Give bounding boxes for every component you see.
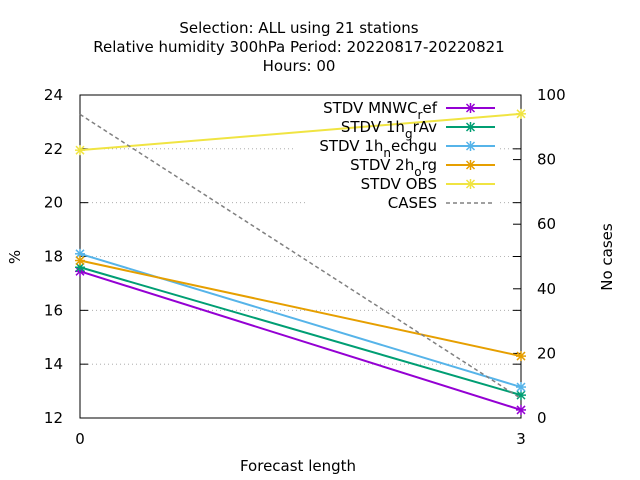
- series-2: [75, 248, 526, 393]
- y2-tick-label: 100: [537, 86, 566, 104]
- data-point: [516, 382, 526, 393]
- series-line: [79, 259, 522, 358]
- y2-axis-ticks: 0 20 40 60 80 100: [513, 86, 566, 427]
- series-4: [75, 108, 526, 156]
- y-tick-label: 18: [44, 248, 63, 266]
- y-axis-ticks: 12 14 16 18 20 22 24: [44, 86, 521, 427]
- series-1: [75, 262, 526, 401]
- legend-label: STDV 1hnechgu: [319, 137, 437, 160]
- y-tick-label: 16: [44, 301, 63, 319]
- legend-label: STDV 1hgrAv: [341, 118, 437, 141]
- legend-marker: [465, 122, 476, 132]
- y2-tick-label: 80: [537, 151, 556, 169]
- series-line: [79, 270, 522, 411]
- title-line-2: Relative humidity 300hPa Period: 2022081…: [93, 38, 504, 56]
- series-line: [79, 113, 522, 400]
- y-tick-label: 24: [44, 86, 63, 104]
- y2-tick-label: 40: [537, 280, 556, 298]
- title-line-1: Selection: ALL using 21 stations: [179, 19, 418, 37]
- y-tick-label: 22: [44, 140, 63, 158]
- title-line-3: Hours: 00: [263, 57, 336, 75]
- legend-label: CASES: [388, 194, 437, 212]
- legend-label: STDV 2horg: [350, 156, 437, 179]
- data-point: [75, 262, 85, 273]
- series-line: [79, 252, 522, 389]
- series-line: [79, 266, 522, 397]
- data-point: [75, 145, 85, 156]
- data-point: [516, 404, 526, 415]
- legend-label: STDV OBS: [361, 175, 437, 193]
- y-axis-label: %: [6, 250, 24, 264]
- legend-label: STDV MNWCref: [323, 99, 438, 122]
- y-tick-label: 20: [44, 194, 63, 212]
- legend-marker: [465, 103, 476, 113]
- legend-marker: [465, 179, 476, 189]
- x-tick-label: 0: [75, 430, 85, 448]
- legend-marker: [465, 141, 476, 151]
- series-5: [79, 113, 522, 400]
- data-point: [516, 108, 526, 119]
- data-point: [516, 351, 526, 362]
- y2-tick-label: 60: [537, 215, 556, 233]
- series-3: [75, 255, 526, 362]
- legend-marker: [465, 160, 476, 170]
- chart-title: Selection: ALL using 21 stations Relativ…: [93, 19, 504, 75]
- x-tick-label: 3: [516, 430, 526, 448]
- y-tick-label: 14: [44, 355, 63, 373]
- data-point: [75, 255, 85, 266]
- series-line: [79, 112, 522, 152]
- y2-tick-label: 0: [537, 409, 547, 427]
- y2-axis-label: No cases: [598, 223, 616, 291]
- series-0: [75, 266, 526, 415]
- y2-tick-label: 20: [537, 344, 556, 362]
- y-tick-label: 12: [44, 409, 63, 427]
- series-layer: [75, 108, 526, 415]
- x-axis-label: Forecast length: [240, 457, 356, 475]
